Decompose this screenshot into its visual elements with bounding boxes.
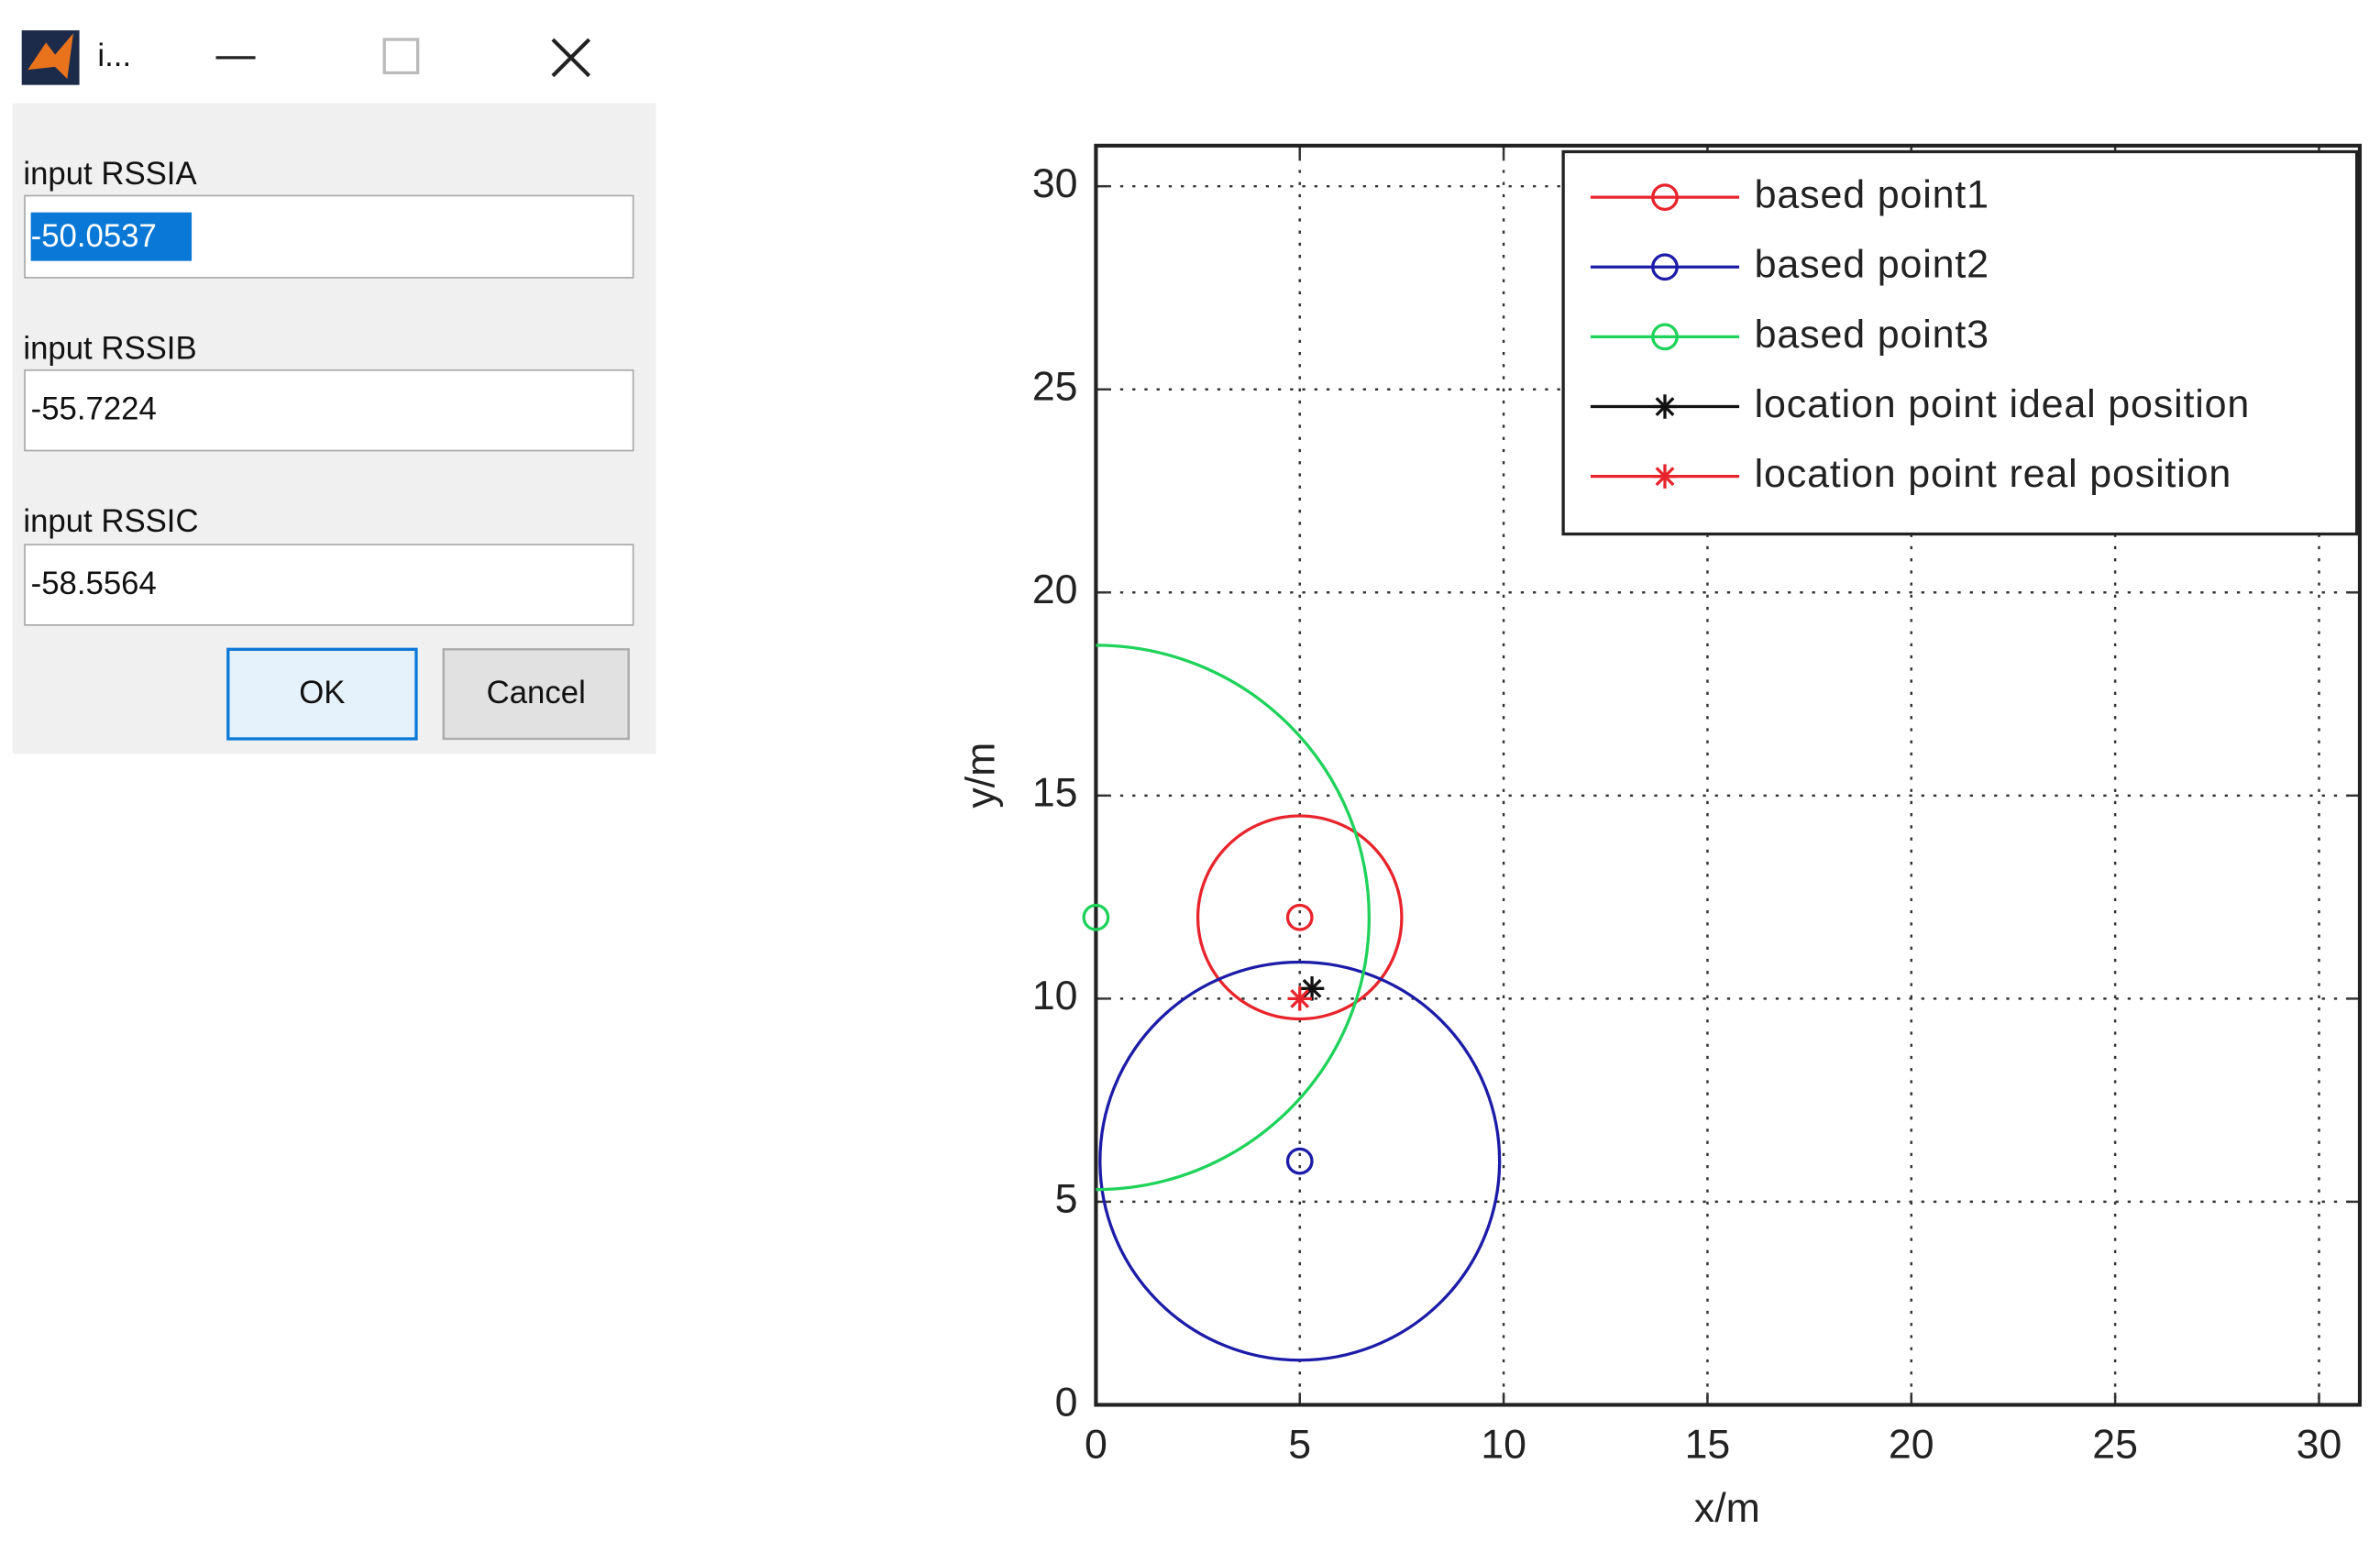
legend-label: location point real position <box>1755 452 2232 496</box>
y-tick-label: 20 <box>1032 567 1078 612</box>
legend-label: location point ideal position <box>1755 382 2251 426</box>
text-selection <box>30 212 193 261</box>
y-tick-label: 5 <box>1055 1177 1078 1222</box>
input-value: -50.0537 <box>31 219 157 254</box>
input-value: -58.5564 <box>31 567 157 601</box>
text-input[interactable] <box>24 544 634 626</box>
app-icon-logo <box>28 33 73 80</box>
y-tick-label: 15 <box>1032 771 1078 816</box>
x-tick-label: 30 <box>2297 1423 2342 1468</box>
point <box>1285 903 1314 931</box>
range-circle <box>1098 960 1502 1362</box>
ok-button-label: OK <box>299 676 345 710</box>
x-tick-label: 5 <box>1288 1423 1311 1468</box>
point <box>1287 986 1312 1011</box>
window-title: i... <box>97 39 131 73</box>
x-tick-label: 25 <box>2092 1423 2138 1468</box>
star-marker <box>1652 394 1678 419</box>
axes-box <box>1094 143 2363 1407</box>
input-value: -55.7224 <box>31 392 157 427</box>
plot-clip <box>1096 644 1502 1362</box>
text-input[interactable] <box>24 369 634 452</box>
close-button[interactable] <box>551 38 591 78</box>
field-label: input RSSIA <box>23 157 197 192</box>
legend-label: based point1 <box>1755 173 1989 217</box>
point <box>1082 903 1110 931</box>
x-tick-label: 20 <box>1889 1423 1934 1468</box>
x-axis-label: x/m <box>1694 1486 1760 1531</box>
cancel-button-label: Cancel <box>487 676 586 710</box>
y-tick-label: 10 <box>1032 974 1078 1018</box>
title-bar: i... <box>21 30 591 85</box>
star-stroke <box>1290 988 1310 1008</box>
star-stroke <box>1655 467 1675 487</box>
y-tick-label: 30 <box>1032 161 1078 206</box>
star-stroke <box>1655 397 1675 416</box>
cancel-button[interactable] <box>442 648 630 741</box>
range-circle <box>1196 814 1404 1021</box>
circle-marker <box>1651 323 1679 351</box>
point <box>1285 1147 1314 1175</box>
y-tick-label: 25 <box>1032 365 1078 410</box>
legend-box <box>1561 149 2359 536</box>
legend-label: based point2 <box>1755 243 1989 287</box>
field-label: input RSSIC <box>23 504 198 539</box>
legend-label: based point3 <box>1755 313 1989 357</box>
y-tick-label: 0 <box>1055 1380 1078 1425</box>
x-tick-label: 15 <box>1685 1423 1731 1468</box>
field-label: input RSSIB <box>23 331 196 366</box>
x-tick-label: 0 <box>1085 1423 1107 1468</box>
chart: x/m y/m 0 5 10 15 20 25 30 0 5 10 15 20 25 30 based po… <box>959 143 2363 1531</box>
x-tick-label: 10 <box>1481 1423 1526 1468</box>
circle-marker <box>1651 253 1679 281</box>
maximize-button[interactable] <box>382 38 420 75</box>
y-axis-label: y/m <box>959 743 1004 809</box>
legend: based point1 based point2 based point3 loca… <box>1561 149 2359 536</box>
range-circle <box>1096 644 1371 1192</box>
ok-button[interactable] <box>226 647 418 741</box>
star-marker <box>1652 464 1678 489</box>
circle-marker <box>1651 183 1679 212</box>
